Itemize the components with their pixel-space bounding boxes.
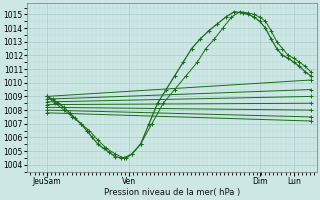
X-axis label: Pression niveau de la mer( hPa ): Pression niveau de la mer( hPa ) xyxy=(104,188,240,197)
